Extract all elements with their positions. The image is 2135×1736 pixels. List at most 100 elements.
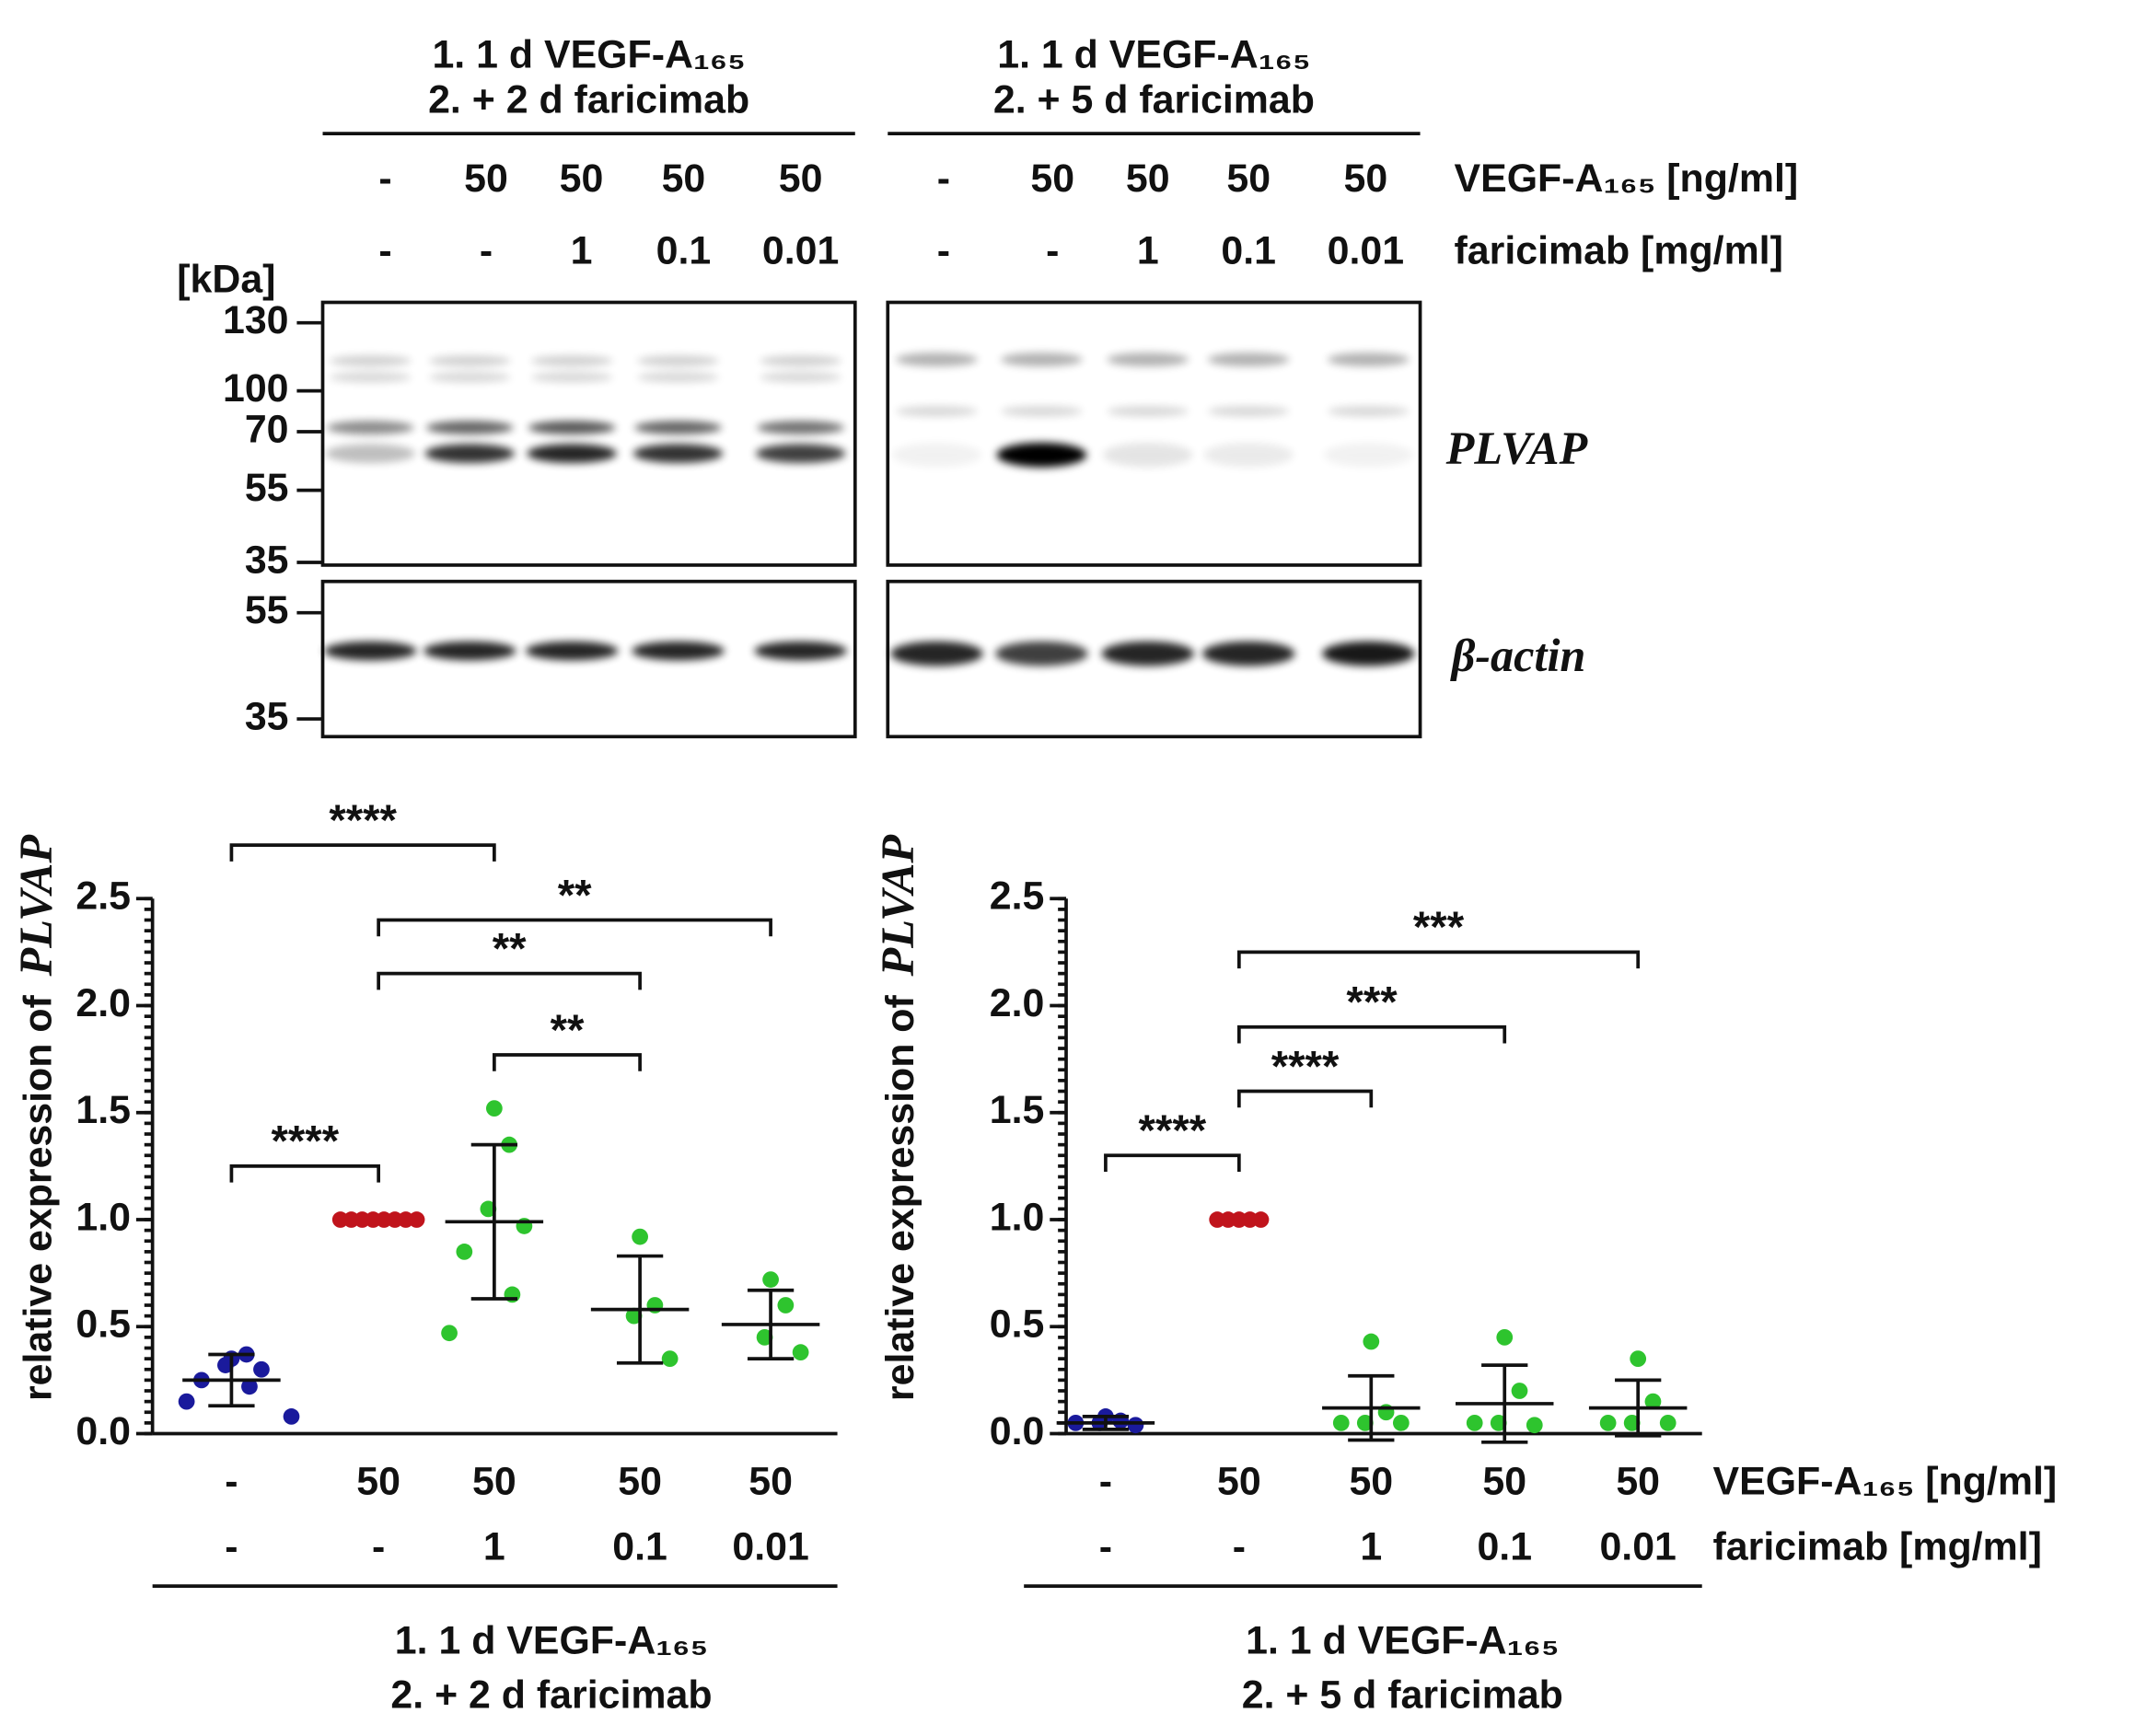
- band: [1102, 442, 1193, 468]
- lane-label: 0.01: [1328, 229, 1404, 273]
- data-point: [756, 1329, 773, 1346]
- error-bar: [1348, 1373, 1395, 1442]
- blot-header: 2. + 5 d faricimab: [993, 77, 1315, 122]
- row-name: VEGF-A₁₆₅ [ng/ml]: [1455, 156, 1799, 201]
- x-tick-label: 0.1: [1477, 1525, 1532, 1569]
- sig-label: ***: [1346, 978, 1398, 1027]
- sig-bracket: [493, 1053, 642, 1071]
- sig-bracket: [229, 843, 496, 862]
- band: [891, 442, 982, 468]
- band: [637, 371, 719, 383]
- sig-label: ****: [1271, 1042, 1340, 1091]
- x-tick-label: 0.01: [1599, 1525, 1676, 1569]
- lane-label: 0.01: [762, 229, 839, 273]
- lane-label: 50: [560, 156, 604, 201]
- y-tick-label: 1.0: [990, 1195, 1045, 1239]
- y-tick-label: 2.0: [990, 981, 1045, 1025]
- data-point: [1466, 1415, 1483, 1431]
- lane-label: -: [378, 229, 391, 273]
- data-point: [408, 1211, 425, 1228]
- data-point: [485, 1100, 503, 1117]
- band: [1207, 353, 1290, 367]
- error-bar: [1615, 1378, 1662, 1438]
- group-label: 2. + 2 d faricimab: [390, 1673, 712, 1718]
- sig-bracket: [1236, 950, 1641, 969]
- sig-label: **: [551, 1006, 585, 1055]
- sig-bracket: [1104, 1153, 1241, 1173]
- band: [760, 371, 841, 383]
- band: [530, 355, 613, 367]
- band: [1207, 405, 1290, 417]
- protein-label: PLVAP: [1445, 422, 1589, 474]
- data-point: [1496, 1329, 1514, 1346]
- data-point: [441, 1325, 458, 1342]
- y-tick-label: 2.0: [75, 981, 131, 1025]
- data-point: [1599, 1415, 1617, 1431]
- lane-label: 50: [1344, 156, 1388, 201]
- data-point: [1252, 1211, 1270, 1228]
- x-tick-label: -: [1233, 1525, 1246, 1569]
- data-point: [1127, 1417, 1144, 1434]
- data-point: [456, 1244, 473, 1260]
- y-tick-label: 1.5: [990, 1088, 1045, 1132]
- band: [1322, 641, 1415, 666]
- band: [755, 444, 846, 464]
- data-point: [1644, 1393, 1662, 1410]
- band: [528, 421, 616, 434]
- band: [1201, 641, 1295, 666]
- x-tick-label: 1: [1360, 1525, 1382, 1569]
- data-point: [480, 1200, 497, 1218]
- sig-bracket: [377, 918, 772, 937]
- lane-label: 0.1: [656, 229, 712, 273]
- band: [323, 641, 417, 661]
- band: [329, 355, 412, 367]
- band: [428, 371, 511, 383]
- data-point: [1623, 1415, 1641, 1431]
- band: [632, 444, 724, 464]
- data-point: [777, 1297, 795, 1314]
- row-name: faricimab [mg/ml]: [1455, 229, 1783, 273]
- data-point: [625, 1307, 643, 1325]
- band: [890, 641, 983, 666]
- sig-label: ****: [329, 796, 397, 845]
- x-tick-label: -: [372, 1525, 385, 1569]
- x-row-name: VEGF-A₁₆₅ [ng/ml]: [1713, 1460, 2058, 1504]
- kda-marker: 100: [223, 366, 289, 411]
- band: [329, 371, 412, 383]
- error-bar: [747, 1288, 795, 1360]
- x-tick-label: 50: [618, 1460, 662, 1504]
- lane-label: 0.1: [1221, 229, 1276, 273]
- data-point: [1526, 1417, 1543, 1434]
- x-tick-label: -: [225, 1525, 238, 1569]
- x-tick-label: -: [1099, 1525, 1112, 1569]
- x-tick-label: 50: [1349, 1460, 1393, 1504]
- x-tick-label: 50: [748, 1460, 793, 1504]
- x-tick-label: 50: [356, 1460, 400, 1504]
- x-tick-label: 0.1: [612, 1525, 667, 1569]
- y-tick-label: 0.5: [75, 1302, 131, 1347]
- sig-label: ****: [271, 1117, 339, 1166]
- data-point: [178, 1393, 195, 1410]
- data-point: [283, 1408, 300, 1425]
- band: [530, 371, 613, 383]
- sig-bracket: [1236, 1024, 1507, 1044]
- data-point: [1659, 1415, 1677, 1431]
- band: [423, 641, 516, 661]
- lane-label: -: [937, 156, 950, 201]
- band: [996, 442, 1087, 468]
- lane-label: -: [480, 229, 493, 273]
- band: [1101, 641, 1195, 666]
- band: [754, 641, 847, 661]
- sig-label: ****: [1139, 1106, 1207, 1155]
- band: [757, 421, 844, 434]
- sig-label: **: [558, 871, 592, 920]
- y-tick-label: 0.0: [990, 1409, 1045, 1453]
- x-tick-label: -: [225, 1460, 238, 1504]
- y-axis-title: relative expression of: [878, 995, 922, 1402]
- error-bar: [208, 1352, 255, 1408]
- x-tick-label: 50: [1482, 1460, 1526, 1504]
- kda-marker: 55: [245, 588, 289, 632]
- y-tick-label: 2.5: [990, 874, 1045, 919]
- band: [896, 405, 978, 417]
- data-point: [1630, 1350, 1647, 1368]
